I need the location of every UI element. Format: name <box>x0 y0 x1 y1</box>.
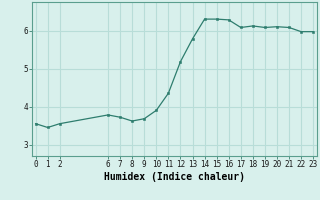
X-axis label: Humidex (Indice chaleur): Humidex (Indice chaleur) <box>104 172 245 182</box>
